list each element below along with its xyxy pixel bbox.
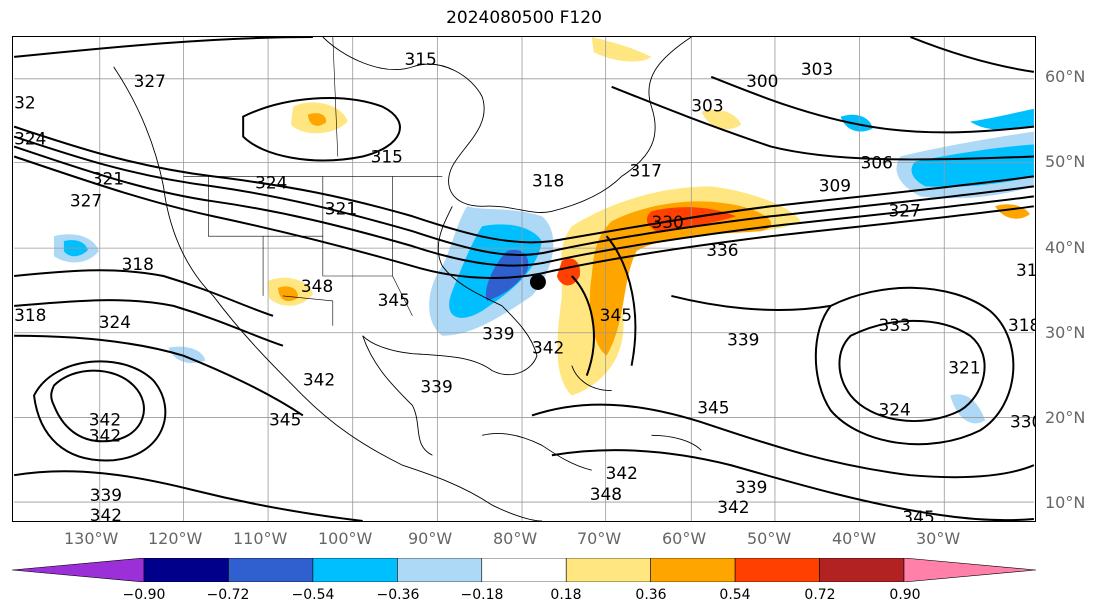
contour-label: 339 xyxy=(482,324,514,344)
colorbar-extend-max xyxy=(903,558,1036,582)
contour-label: 300 xyxy=(746,71,778,91)
colorbar-tick-label: 0.54 xyxy=(719,587,751,603)
contour-label: 333 xyxy=(879,315,911,335)
contour-label: 345 xyxy=(902,507,934,522)
colorbar-tick-label: −0.90 xyxy=(122,587,166,603)
contour-labels: 315 327 32 324 321 327 318 318 324 315 3… xyxy=(14,49,1036,522)
colorbar-tick-label: 0.18 xyxy=(550,587,582,603)
colorbar-segment xyxy=(228,558,314,582)
contour-label: 32 xyxy=(14,93,36,113)
lon-label: 120°W xyxy=(148,529,203,548)
contour-label: 315 xyxy=(371,146,403,166)
shaded-anomaly-fields xyxy=(53,37,1034,424)
contour-label: 324 xyxy=(255,172,287,192)
colorbar-extend-min xyxy=(12,558,145,582)
contour-label: 342 xyxy=(90,505,122,522)
contour-label: 342 xyxy=(606,463,638,483)
contour-label: 342 xyxy=(532,338,564,358)
lat-label: 40°N xyxy=(1045,238,1086,257)
lat-label: 10°N xyxy=(1045,493,1086,512)
contour-label: 324 xyxy=(14,129,46,149)
contour-label: 339 xyxy=(735,477,767,497)
colorbar-segment xyxy=(312,558,398,582)
contour-label: 345 xyxy=(378,290,410,310)
weather-map: 315 327 32 324 321 327 318 318 324 315 3… xyxy=(12,36,1036,522)
negative-anomaly-peak xyxy=(485,249,529,301)
contour-label: 345 xyxy=(269,409,301,429)
lat-label: 50°N xyxy=(1045,152,1086,171)
lat-label: 30°N xyxy=(1045,323,1086,342)
contour-label: 317 xyxy=(630,160,662,180)
colorbar-segment xyxy=(143,558,229,582)
contour-label: 330 xyxy=(1010,411,1036,431)
lon-label: 50°W xyxy=(747,529,792,548)
colorbar-segment xyxy=(734,558,820,582)
lon-label: 30°W xyxy=(916,529,961,548)
colorbar-segment xyxy=(397,558,483,582)
colorbar-tick-label: −0.54 xyxy=(291,587,335,603)
contour-label: 342 xyxy=(89,409,121,429)
contour-label: 306 xyxy=(861,152,893,172)
lat-lon-grid xyxy=(14,37,1034,521)
contour-label: 303 xyxy=(691,96,723,116)
contour-label: 318 xyxy=(14,305,46,325)
map-title: 2024080500 F120 xyxy=(446,8,602,28)
negative-anomaly-atlantic-core xyxy=(911,144,1034,187)
colorbar-segment xyxy=(481,558,567,582)
contour-label: 318 xyxy=(122,254,154,274)
contour-label: 321 xyxy=(92,168,124,188)
contour-label: 348 xyxy=(301,276,333,296)
contour-label: 330 xyxy=(651,212,683,232)
lon-label: 80°W xyxy=(493,529,538,548)
colorbar-tick-label: −0.18 xyxy=(460,587,504,603)
positive-anomaly-core xyxy=(589,201,772,356)
lon-label: 130°W xyxy=(64,529,119,548)
contour-label: 339 xyxy=(727,330,759,350)
lon-label: 60°W xyxy=(662,529,707,548)
contour-label: 345 xyxy=(600,305,632,325)
contour-label: 327 xyxy=(888,200,920,220)
location-marker xyxy=(529,274,546,290)
contour-label: 324 xyxy=(99,312,131,332)
contour-label: 336 xyxy=(706,240,738,260)
colorbar-tick-label: 0.90 xyxy=(889,587,921,603)
contour-label: 339 xyxy=(90,485,122,505)
contour-label: 339 xyxy=(420,377,452,397)
colorbar xyxy=(12,558,1036,582)
contour-label: 342 xyxy=(303,370,335,390)
contour-label: 348 xyxy=(590,484,622,504)
political-borders xyxy=(183,37,443,326)
colorbar-tick-label: 0.36 xyxy=(635,587,667,603)
contour-label: 303 xyxy=(801,59,833,79)
contour-label: 318 xyxy=(532,170,564,190)
coastlines xyxy=(113,37,702,521)
contour-label: 345 xyxy=(697,397,729,417)
contour-label: 327 xyxy=(70,190,102,210)
lon-label: 70°W xyxy=(577,529,622,548)
colorbar-tick-label: 0.72 xyxy=(804,587,836,603)
contour-label: 324 xyxy=(879,399,911,419)
contour-label: 327 xyxy=(134,71,166,91)
contour-label: 31 xyxy=(1016,260,1036,280)
colorbar-segment xyxy=(819,558,905,582)
lon-label: 90°W xyxy=(408,529,453,548)
contour-label: 309 xyxy=(819,175,851,195)
lat-label: 60°N xyxy=(1045,67,1086,86)
contour-label: 342 xyxy=(717,497,749,517)
colorbar-tick-label: −0.72 xyxy=(206,587,250,603)
lon-label: 40°W xyxy=(832,529,877,548)
contour-label: 342 xyxy=(89,425,121,445)
colorbar-tick-label: −0.36 xyxy=(376,587,420,603)
lon-label: 110°W xyxy=(233,529,288,548)
contour-lines xyxy=(13,37,1035,521)
contour-label: 321 xyxy=(325,198,357,218)
lon-label: 100°W xyxy=(318,529,373,548)
contour-label: 321 xyxy=(948,358,980,378)
lat-label: 20°N xyxy=(1045,408,1086,427)
colorbar-segment xyxy=(650,558,736,582)
colorbar-segment xyxy=(565,558,651,582)
contour-label: 318 xyxy=(1008,315,1036,335)
contour-label: 315 xyxy=(404,49,436,69)
